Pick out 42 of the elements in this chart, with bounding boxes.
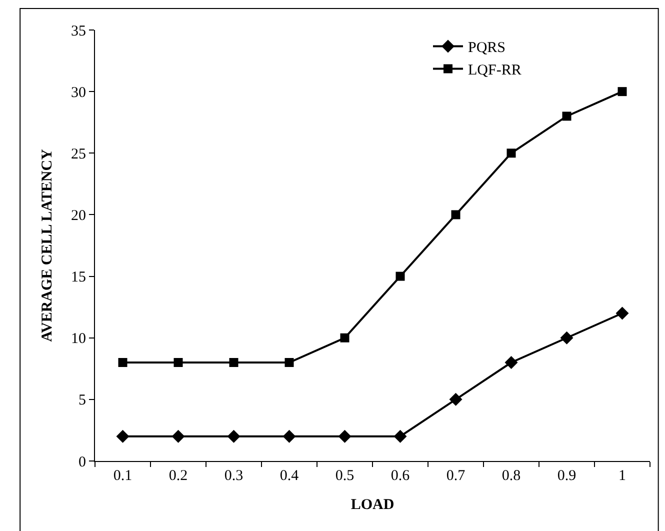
y-tick-label: 35 (71, 23, 86, 40)
point (560, 331, 574, 344)
x-tick-label: 0.9 (557, 468, 576, 484)
point (116, 430, 130, 443)
x-tick-label: 0.3 (224, 468, 244, 484)
legend-label: PQRS (468, 40, 506, 56)
x-tick-label: 0.1 (113, 468, 132, 484)
point (394, 430, 407, 443)
x-tick-label: 0.4 (280, 468, 300, 484)
x-tick-label: 0.8 (502, 468, 521, 484)
point (284, 358, 294, 367)
point (340, 333, 350, 342)
y-tick-label: 30 (71, 84, 86, 101)
y-tick-label: 5 (78, 392, 86, 409)
point (616, 306, 629, 320)
point (562, 112, 572, 121)
x-tick-label: 1 (618, 468, 626, 484)
point (396, 272, 405, 281)
y-tick-label: 20 (71, 208, 86, 224)
point (449, 392, 462, 406)
x-tick-label: 0.2 (168, 468, 188, 484)
point (506, 148, 516, 158)
x-tick-label: 0.6 (390, 468, 410, 484)
point (338, 430, 352, 443)
point (282, 430, 296, 443)
x-axis-title: LOAD (350, 497, 394, 513)
point (174, 358, 183, 367)
y-tick-label: 25 (71, 146, 86, 162)
point (227, 430, 240, 443)
point (229, 358, 238, 367)
point (172, 430, 185, 443)
point (618, 87, 627, 96)
y-tick-label: 15 (71, 270, 86, 286)
legend-label: LQF-RR (468, 62, 522, 79)
y-tick-label: 10 (71, 331, 86, 348)
point (451, 210, 460, 220)
point (504, 356, 518, 369)
y-axis-title: AVERAGE CELL LATENCY (39, 148, 56, 342)
x-tick-label: 0.7 (446, 468, 466, 484)
y-tick-label: 0 (78, 454, 86, 470)
x-tick-label: 0.5 (335, 468, 354, 484)
point (118, 358, 128, 367)
